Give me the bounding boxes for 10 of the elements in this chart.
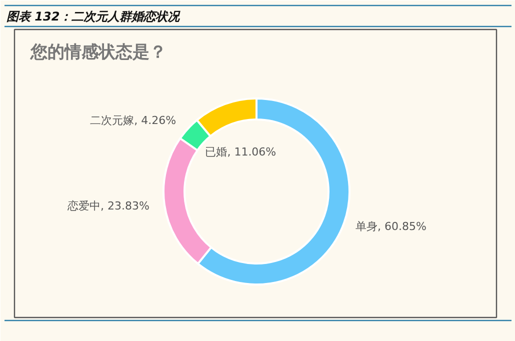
- slice-label: 单身: [355, 220, 378, 234]
- data-label: , 23.83%: [100, 200, 150, 213]
- slice-label: 已婚: [205, 146, 228, 159]
- data-label: , 11.06%: [227, 146, 276, 159]
- chart-subtitle: 您的情感状态是？: [30, 42, 166, 62]
- data-label: , 60.85%: [377, 220, 426, 234]
- slice-label: 恋爱中: [66, 200, 101, 213]
- slice-label: 二次元嫁: [90, 114, 134, 128]
- chart-title: 图表 132：二次元人群婚恋状况: [6, 10, 181, 24]
- data-label: , 4.26%: [134, 114, 176, 128]
